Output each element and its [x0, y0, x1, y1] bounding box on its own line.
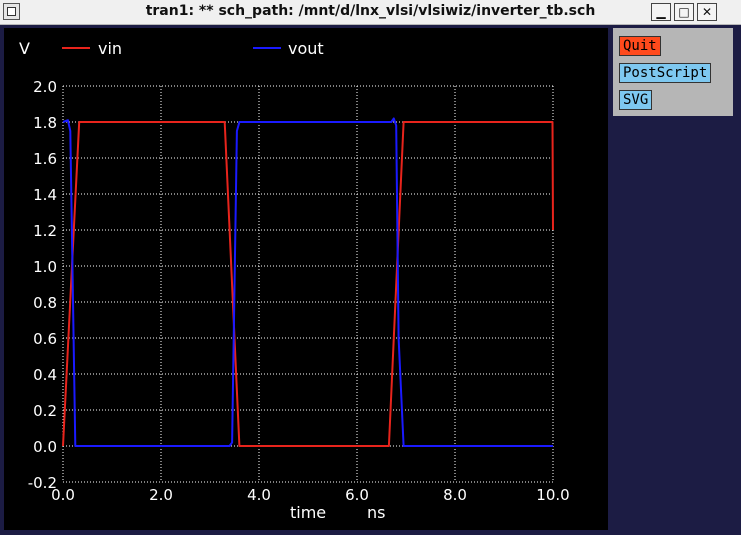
legend-label-vout: vout [288, 39, 324, 58]
minimize-button[interactable]: ▁ [651, 3, 671, 21]
y-tick-label: 0.0 [33, 438, 57, 456]
y-tick-label: 0.4 [33, 366, 57, 384]
control-panel: Quit PostScript SVG [613, 28, 733, 116]
window-menu-icon[interactable] [3, 3, 20, 20]
window-title: tran1: ** sch_path: /mnt/d/lnx_vlsi/vlsi… [145, 3, 596, 19]
y-tick-label: 1.8 [33, 114, 57, 132]
x-tick-label: 6.0 [345, 486, 369, 504]
postscript-button[interactable]: PostScript [619, 63, 712, 83]
window-titlebar[interactable]: tran1: ** sch_path: /mnt/d/lnx_vlsi/vlsi… [0, 0, 741, 25]
y-tick-label: 2.0 [33, 78, 57, 96]
close-button[interactable]: ✕ [697, 3, 717, 21]
x-tick-label: 8.0 [443, 486, 467, 504]
svg-export-button[interactable]: SVG [619, 90, 653, 110]
series-curves [62, 117, 554, 447]
maximize-button[interactable]: □ [674, 3, 694, 21]
x-tick-label: 2.0 [149, 486, 173, 504]
x-tick-label: 0.0 [51, 486, 75, 504]
plot-area[interactable]: 0.0 2.0 4.0 6.0 8.0 10.0 -0.2 0.0 0.2 0.4 0.6 0.8 1… [4, 28, 608, 530]
quit-button[interactable]: Quit [619, 36, 661, 56]
grid-lines [62, 85, 554, 483]
x-tick-label: 10.0 [536, 486, 569, 504]
y-tick-label: 1.2 [33, 222, 57, 240]
x-axis-unit: ns [367, 503, 385, 522]
series-line-vout [62, 117, 553, 447]
y-tick-label: 0.6 [33, 330, 57, 348]
y-tick-label: 1.6 [33, 150, 57, 168]
waveform-chart: 0.0 2.0 4.0 6.0 8.0 10.0 -0.20.00.20.40.60.81… [19, 39, 570, 522]
y-axis-label: V [19, 39, 30, 58]
series-line-vin [62, 121, 554, 447]
legend-label-vin: vin [98, 39, 122, 58]
y-tick-label: -0.2 [28, 474, 57, 492]
y-tick-label: 0.8 [33, 294, 57, 312]
y-tick-label: 0.2 [33, 402, 57, 420]
y-tick-label: 1.0 [33, 258, 57, 276]
x-tick-labels: 0.0 2.0 4.0 6.0 8.0 10.0 [51, 486, 570, 504]
y-tick-labels: -0.2 0.0 0.2 0.4 0.6 0.8 1.0 1.2 1.4 1.6 1.8 2.0 [28, 78, 57, 492]
x-axis-label: time [290, 503, 326, 522]
y-tick-label: 1.4 [33, 186, 57, 204]
x-tick-label: 4.0 [247, 486, 271, 504]
